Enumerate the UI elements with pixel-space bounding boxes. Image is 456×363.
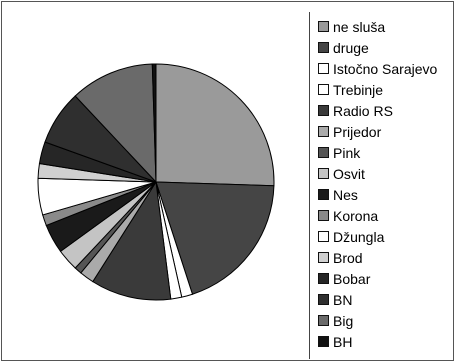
pie-slice-15 bbox=[151, 63, 157, 183]
legend-swatch bbox=[318, 126, 329, 137]
legend-swatch bbox=[318, 210, 329, 221]
legend-swatch bbox=[318, 189, 329, 200]
pie-slice-4 bbox=[92, 180, 172, 301]
legend-swatch bbox=[318, 147, 329, 158]
legend-label: Big bbox=[333, 312, 354, 329]
legend-label: ne sluša bbox=[333, 18, 386, 35]
legend-item: Brod bbox=[318, 247, 450, 268]
legend-item: BH bbox=[318, 331, 450, 352]
legend-swatch bbox=[318, 231, 329, 242]
legend-item: Bobar bbox=[318, 268, 450, 289]
legend-label: BN bbox=[333, 291, 353, 308]
legend-label: Brod bbox=[333, 249, 363, 266]
legend-item: ne sluša bbox=[318, 16, 450, 37]
legend-label: Osvit bbox=[333, 165, 365, 182]
legend-swatch bbox=[318, 42, 329, 53]
legend-item: Big bbox=[318, 310, 450, 331]
legend-swatch bbox=[318, 168, 329, 179]
legend-label: Korona bbox=[333, 207, 379, 224]
legend-item: BN bbox=[318, 289, 450, 310]
legend-swatch bbox=[318, 63, 329, 74]
legend-item: Nes bbox=[318, 184, 450, 205]
legend-item: Istočno Sarajevo bbox=[318, 58, 450, 79]
legend-swatch bbox=[318, 294, 329, 305]
legend-label: Trebinje bbox=[333, 81, 384, 98]
legend-item: Pink bbox=[318, 142, 450, 163]
legend-label: Radio RS bbox=[333, 102, 393, 119]
legend-swatch bbox=[318, 105, 329, 116]
legend-item: Radio RS bbox=[318, 100, 450, 121]
legend-swatch bbox=[318, 84, 329, 95]
legend-swatch bbox=[318, 273, 329, 284]
legend-item: Džungla bbox=[318, 226, 450, 247]
legend-label: Bobar bbox=[333, 270, 371, 287]
legend: ne sluša druge Istočno Sarajevo Trebinje Rad… bbox=[309, 12, 450, 359]
legend-label: BH bbox=[333, 333, 353, 350]
legend-item: Prijedor bbox=[318, 121, 450, 142]
legend-label: Istočno Sarajevo bbox=[333, 60, 438, 77]
legend-swatch bbox=[318, 315, 329, 326]
legend-label: druge bbox=[333, 39, 369, 56]
legend-label: Nes bbox=[333, 186, 358, 203]
pie-slices bbox=[37, 63, 275, 301]
legend-item: druge bbox=[318, 37, 450, 58]
legend-label: Džungla bbox=[333, 228, 385, 245]
pie-slice-1 bbox=[155, 181, 275, 295]
legend-item: Trebinje bbox=[318, 79, 450, 100]
legend-item: Korona bbox=[318, 205, 450, 226]
legend-swatch bbox=[318, 252, 329, 263]
legend-item: Osvit bbox=[318, 163, 450, 184]
pie-slice-0 bbox=[155, 63, 275, 187]
pie-slice-14 bbox=[74, 63, 157, 184]
legend-label: Pink bbox=[333, 144, 361, 161]
legend-label: Prijedor bbox=[333, 123, 382, 140]
legend-swatch bbox=[318, 21, 329, 32]
legend-swatch bbox=[318, 336, 329, 347]
